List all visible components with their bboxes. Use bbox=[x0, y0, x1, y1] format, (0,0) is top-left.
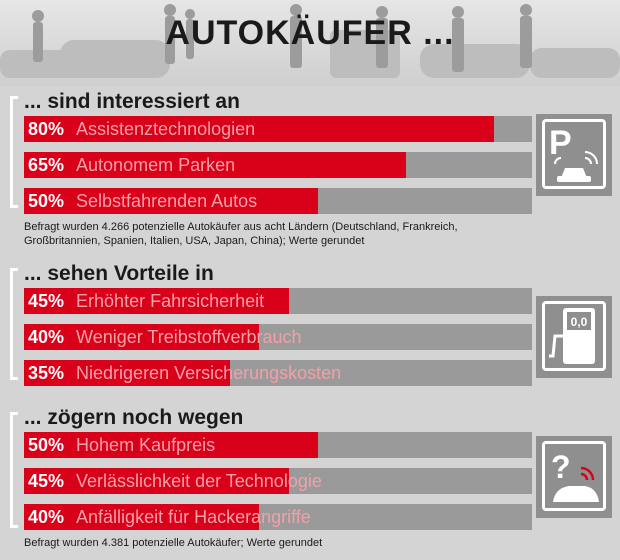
section-hesitate: ... zögern noch wegen 50% Hohem Kaufpreis… bbox=[0, 406, 620, 556]
bar-value-label: 50% bbox=[28, 191, 65, 211]
bar-track: 40% Weniger Treibstoffverbrauch bbox=[24, 324, 532, 350]
bar-text: 45% Erhöhter Fahrsicherheit bbox=[28, 288, 264, 314]
bar-track: 45% Verlässlichkeit der Technologie bbox=[24, 468, 532, 494]
page-title: AUTOKÄUFER ... bbox=[165, 14, 455, 52]
bar-value-label: 45% bbox=[28, 291, 65, 311]
bar-track: 65% Autonomem Parken bbox=[24, 152, 532, 178]
survey-note: Befragt wurden 4.266 potenzielle Autokäu… bbox=[24, 221, 458, 247]
section-bracket bbox=[10, 412, 18, 528]
section-bracket bbox=[10, 96, 18, 208]
bar-track: 40% Anfälligkeit für Hackerangriffe bbox=[24, 504, 532, 530]
bar-category-label: Autonomem Parken bbox=[76, 155, 236, 175]
parking-icon-letter: P bbox=[549, 124, 572, 162]
bar-track: 50% Selbstfahrenden Autos bbox=[24, 188, 532, 214]
bar-fill bbox=[24, 468, 289, 494]
bar-text: 50% Hohem Kaufpreis bbox=[28, 432, 215, 458]
section-title: ... sehen Vorteile in bbox=[24, 262, 214, 285]
question-car-icon-box: ? bbox=[532, 436, 612, 518]
bar-fill bbox=[24, 116, 495, 142]
bar-fill bbox=[24, 360, 230, 386]
bar-category-label: Weniger Treibstoffverbrauch bbox=[76, 327, 302, 347]
bar-track: 50% Hohem Kaufpreis bbox=[24, 432, 532, 458]
bar-text: 50% Selbstfahrenden Autos bbox=[28, 188, 257, 214]
bar-value-label: 50% bbox=[28, 435, 65, 455]
bar-value-label: 45% bbox=[28, 471, 65, 491]
bar-fill bbox=[24, 504, 260, 530]
bar-text: 40% Anfälligkeit für Hackerangriffe bbox=[28, 504, 311, 530]
section-title: ... zögern noch wegen bbox=[24, 406, 244, 429]
bar-track: 35% Niedrigeren Versicherungskosten bbox=[24, 360, 532, 386]
bar-value-label: 35% bbox=[28, 363, 65, 383]
bar-category-label: Verlässlichkeit der Technologie bbox=[76, 471, 322, 491]
bar-value-label: 65% bbox=[28, 155, 65, 175]
section-advantages: ... sehen Vorteile in 45% Erhöhter Fahrsi… bbox=[0, 262, 620, 392]
bar-fill bbox=[24, 188, 318, 214]
question-mark: ? bbox=[551, 449, 571, 485]
bar-fill bbox=[24, 324, 260, 350]
bar-value-label: 40% bbox=[28, 327, 65, 347]
bar-value-label: 40% bbox=[28, 507, 65, 527]
bar-value-label: 80% bbox=[28, 119, 65, 139]
question-car-icon: ? bbox=[542, 441, 606, 511]
fuel-pump-icon-box: 0,0 bbox=[532, 296, 612, 378]
section-interested: ... sind interessiert an 80% Assistenztec… bbox=[0, 90, 620, 250]
parking-icon: P bbox=[542, 119, 606, 189]
parking-icon-box: P bbox=[532, 114, 612, 196]
bar-track: 45% Erhöhter Fahrsicherheit bbox=[24, 288, 532, 314]
bar-text: 40% Weniger Treibstoffverbrauch bbox=[28, 324, 301, 350]
bar-category-label: Erhöhter Fahrsicherheit bbox=[76, 291, 265, 311]
bar-text: 45% Verlässlichkeit der Technologie bbox=[28, 468, 322, 494]
bar-category-label: Assistenztechnologien bbox=[76, 119, 256, 139]
crowd-silhouette-graphic bbox=[0, 4, 620, 78]
bar-text: 80% Assistenztechnologien bbox=[28, 116, 255, 142]
bar-category-label: Selbstfahrenden Autos bbox=[76, 191, 258, 211]
survey-note: Befragt wurden 4.381 potenzielle Autokäu… bbox=[24, 537, 323, 549]
bar-text: 65% Autonomem Parken bbox=[28, 152, 235, 178]
bar-category-label: Niedrigeren Versicherungskosten bbox=[76, 363, 342, 383]
bar-track: 80% Assistenztechnologien bbox=[24, 116, 532, 142]
section-bracket bbox=[10, 268, 18, 380]
bar-fill bbox=[24, 432, 318, 458]
fuel-pump-icon: 0,0 bbox=[542, 301, 606, 371]
section-title: ... sind interessiert an bbox=[24, 90, 240, 113]
bar-category-label: Hohem Kaufpreis bbox=[76, 435, 216, 455]
bar-text: 35% Niedrigeren Versicherungskosten bbox=[28, 360, 341, 386]
bar-fill bbox=[24, 288, 289, 314]
bar-fill bbox=[24, 152, 407, 178]
bar-category-label: Anfälligkeit für Hackerangriffe bbox=[76, 507, 311, 527]
header-banner: AUTOKÄUFER ... bbox=[0, 0, 620, 86]
fuel-pump-display: 0,0 bbox=[571, 315, 588, 329]
